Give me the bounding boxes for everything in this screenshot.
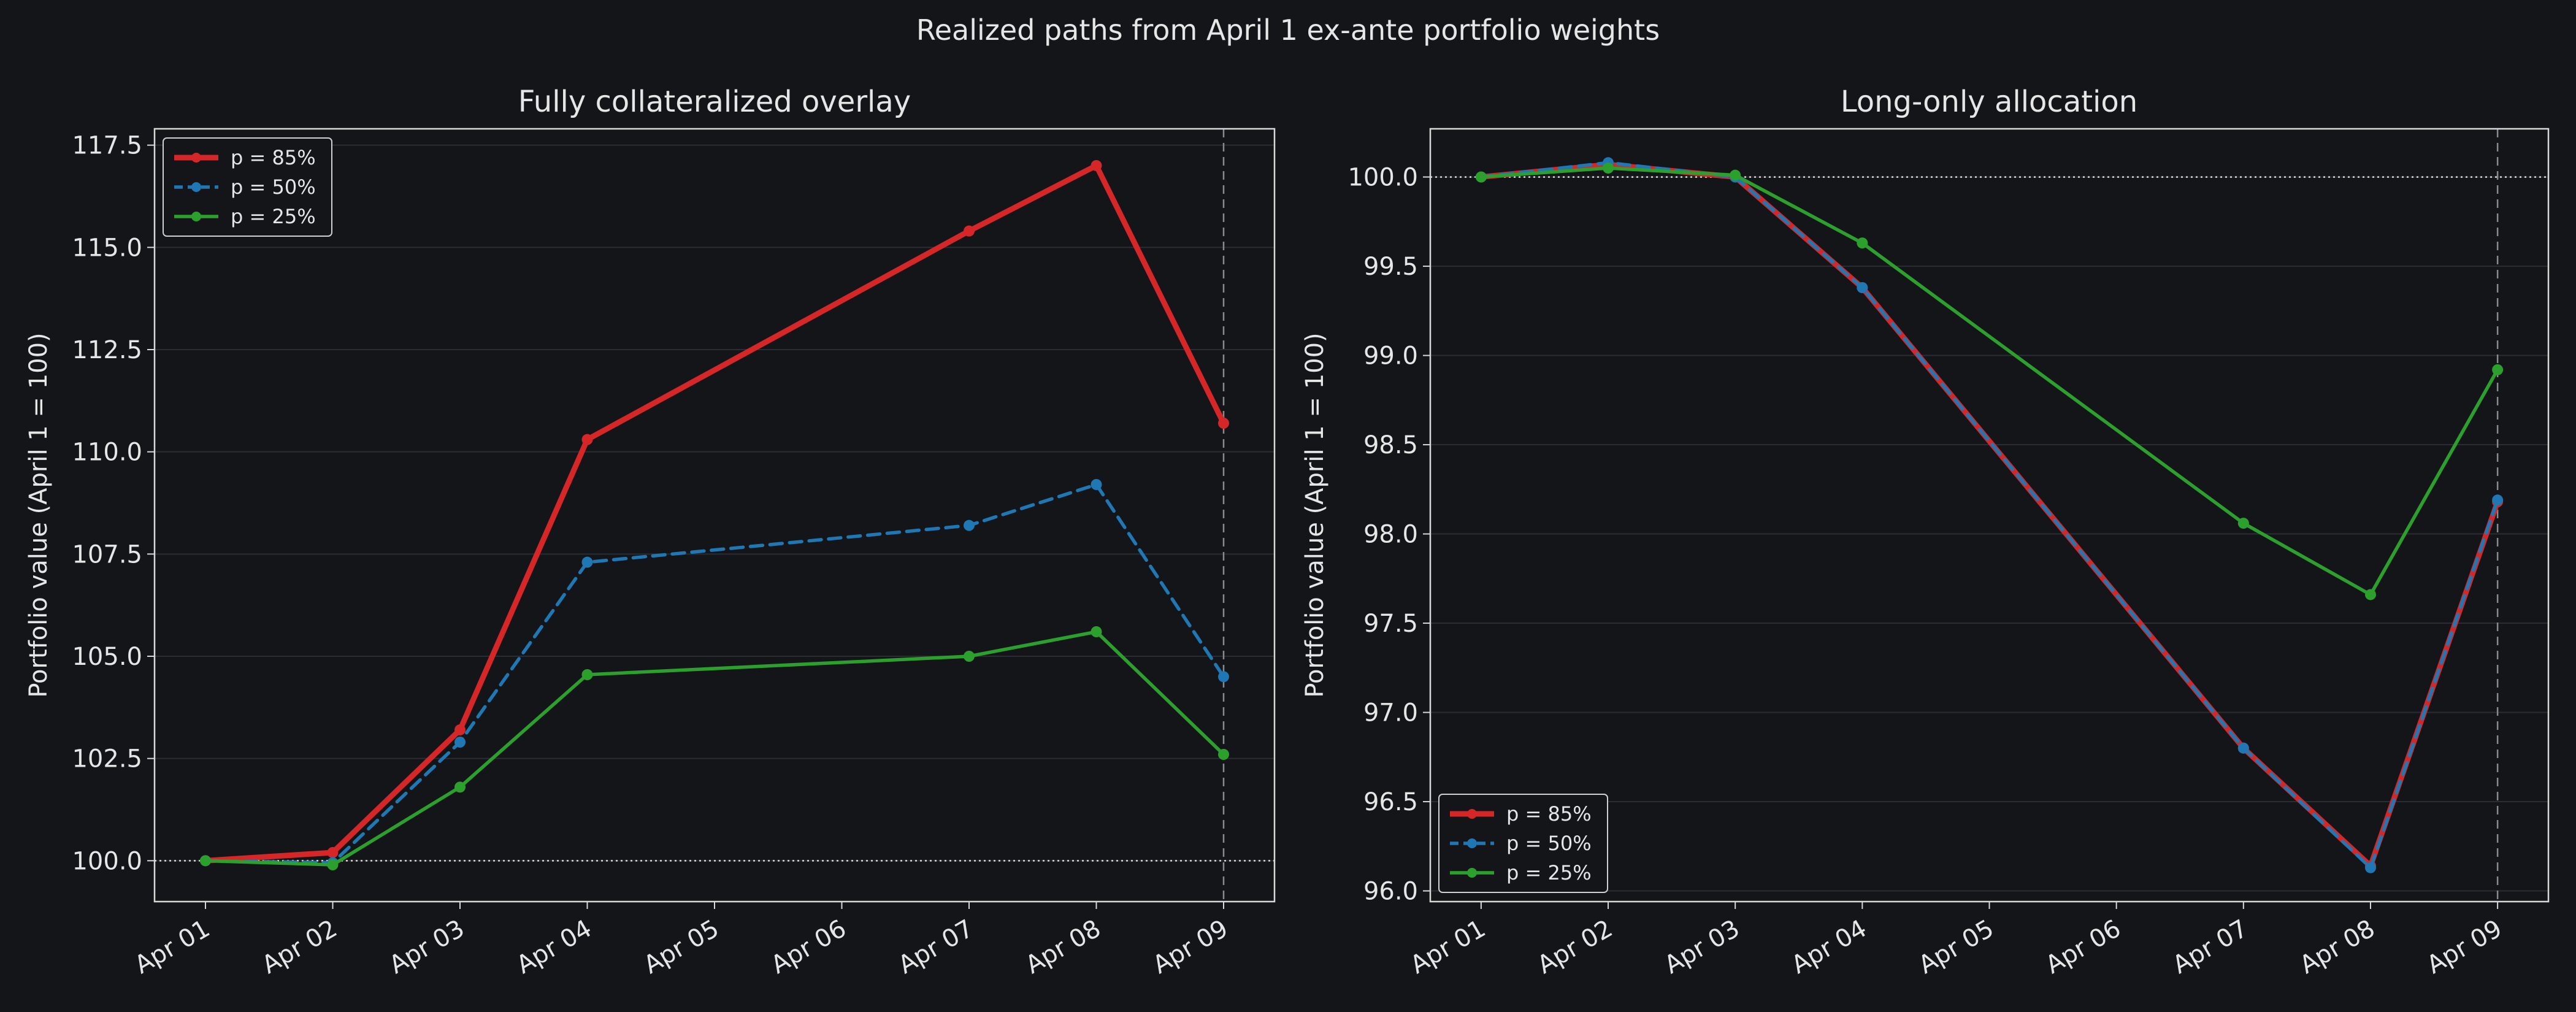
legend-label: p = 85% — [231, 146, 316, 169]
y-tick-label: 98.5 — [1363, 431, 1418, 459]
data-point — [581, 556, 593, 568]
y-axis-label: Portfolio value (April 1 = 100) — [25, 332, 53, 697]
y-tick-label: 112.5 — [72, 336, 142, 364]
legend-box — [1438, 794, 1608, 893]
legend-swatch-marker — [1467, 838, 1477, 848]
y-tick-label: 107.5 — [72, 540, 142, 569]
y-tick-label: 98.0 — [1363, 521, 1418, 549]
legend: p = 85% p = 50% p = 25% — [1438, 794, 1608, 893]
legend-label: p = 50% — [1506, 832, 1592, 855]
axes-frame — [153, 128, 1276, 903]
data-point — [200, 855, 211, 867]
y-tick-label: 97.0 — [1363, 699, 1418, 727]
legend-box — [163, 137, 332, 237]
legend-label: p = 85% — [1506, 802, 1592, 826]
y-tick-label: 115.0 — [72, 234, 142, 262]
y-axis-label: Portfolio value (April 1 = 100) — [1301, 332, 1329, 697]
figure-suptitle: Realized paths from April 1 ex-ante port… — [916, 13, 1660, 47]
y-tick-label: 117.5 — [72, 132, 142, 160]
data-point — [1218, 749, 1229, 760]
data-point — [454, 781, 466, 793]
y-tick-label: 100.0 — [72, 847, 142, 875]
panel-title: Long-only allocation — [1841, 85, 2137, 119]
data-point — [964, 651, 975, 662]
legend-swatch-marker — [1467, 868, 1477, 878]
legend-swatch-marker — [1467, 809, 1477, 819]
data-point — [2364, 862, 2376, 873]
data-point — [964, 225, 975, 237]
panel-title: Fully collateralized overlay — [518, 85, 911, 119]
legend-label: p = 25% — [231, 205, 316, 228]
data-point — [327, 859, 339, 870]
data-point — [2237, 742, 2249, 754]
data-point — [1603, 163, 1614, 174]
data-point — [2364, 589, 2376, 600]
data-point — [581, 434, 593, 445]
y-tick-label: 99.5 — [1363, 253, 1418, 281]
y-tick-label: 99.0 — [1363, 342, 1418, 370]
data-point — [2492, 364, 2504, 375]
data-point — [454, 724, 466, 735]
y-tick-label: 96.5 — [1363, 788, 1418, 816]
legend-swatch-marker — [191, 212, 201, 221]
data-point — [1091, 626, 1102, 637]
legend-label: p = 25% — [1506, 861, 1592, 884]
data-point — [581, 669, 593, 680]
data-point — [1091, 160, 1102, 171]
data-point — [964, 519, 975, 531]
legend-swatch-marker — [191, 182, 201, 192]
data-point — [2492, 494, 2504, 506]
data-point — [1218, 418, 1229, 429]
legend-label: p = 50% — [231, 175, 316, 199]
data-point — [1857, 282, 1868, 293]
y-tick-label: 100.0 — [1347, 164, 1418, 192]
y-tick-label: 105.0 — [72, 643, 142, 671]
legend: p = 85% p = 50% p = 25% — [163, 137, 332, 237]
y-tick-label: 97.5 — [1363, 610, 1418, 638]
data-point — [1857, 237, 1868, 249]
data-point — [1475, 171, 1487, 183]
panel-long-only-allocation: Long-only allocation Portfolio value (Ap… — [1301, 85, 2550, 979]
data-point — [454, 737, 466, 748]
y-tick-label: 102.5 — [72, 745, 142, 773]
data-point — [2237, 518, 2249, 529]
y-tick-label: 110.0 — [72, 439, 142, 467]
legend-swatch-marker — [191, 153, 201, 163]
data-point — [1730, 169, 1741, 181]
y-tick-label: 96.0 — [1363, 878, 1418, 906]
axes-frame — [1429, 128, 2550, 903]
data-point — [1218, 671, 1229, 683]
data-point — [327, 847, 339, 858]
data-point — [1091, 479, 1102, 490]
